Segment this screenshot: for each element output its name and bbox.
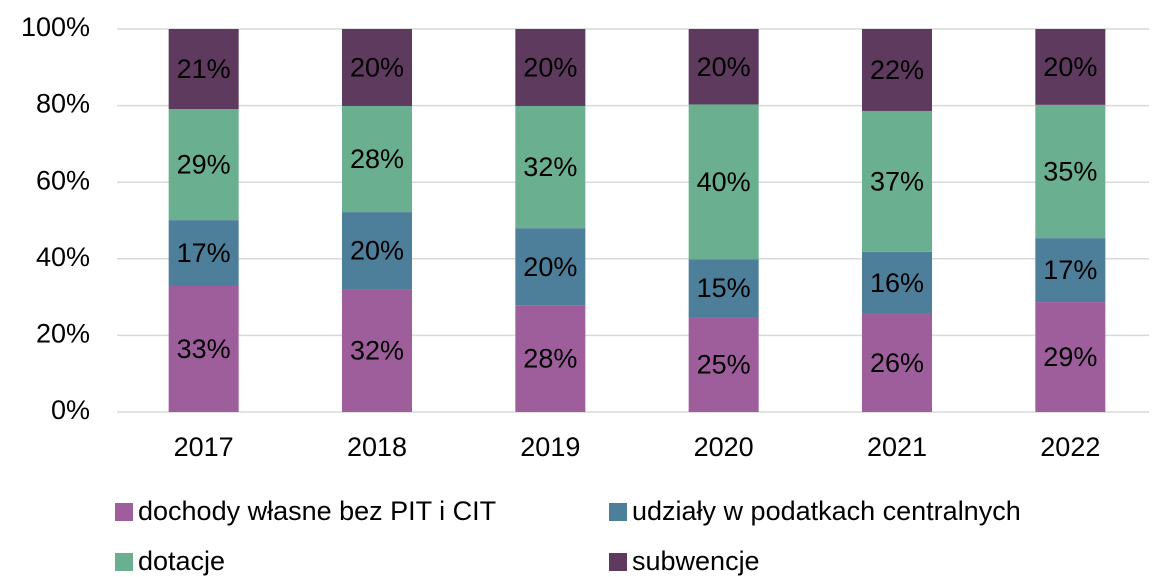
bar-segment xyxy=(862,251,932,314)
y-tick-label: 40% xyxy=(36,242,90,272)
bar-segment xyxy=(168,285,239,412)
bar-segment xyxy=(688,29,759,105)
bar-segment xyxy=(342,212,412,290)
bar-segment xyxy=(515,29,586,106)
data-label: 28% xyxy=(523,344,577,374)
legend-swatch xyxy=(115,503,133,521)
data-label: 40% xyxy=(697,167,751,197)
data-label: 20% xyxy=(697,52,751,82)
data-label: 16% xyxy=(870,268,924,298)
y-tick-label: 0% xyxy=(51,395,90,425)
bar-segment xyxy=(342,105,412,213)
legend-label: subwencje xyxy=(632,546,760,576)
data-label: 37% xyxy=(870,167,924,197)
bar-segment xyxy=(862,313,932,412)
data-label: 28% xyxy=(350,144,404,174)
bar-segment xyxy=(1035,104,1106,239)
bar-segment xyxy=(688,104,759,260)
data-label: 29% xyxy=(1043,342,1097,372)
data-label: 15% xyxy=(697,273,751,303)
data-label: 32% xyxy=(350,336,404,366)
data-label: 21% xyxy=(177,54,231,84)
x-tick-label: 2022 xyxy=(1040,432,1100,462)
legend-swatch xyxy=(115,553,133,571)
bar-segment xyxy=(862,110,932,252)
legend-swatch xyxy=(609,503,627,521)
y-tick-label: 80% xyxy=(36,89,90,119)
data-label: 17% xyxy=(1043,255,1097,285)
bar-segment xyxy=(1035,302,1106,412)
bar-segment xyxy=(1035,29,1106,105)
x-tick-label: 2019 xyxy=(520,432,580,462)
data-label: 35% xyxy=(1043,157,1097,187)
bar-segment xyxy=(168,109,239,221)
legend-swatch xyxy=(609,553,627,571)
legend-label: dotacje xyxy=(138,546,225,576)
y-tick-label: 100% xyxy=(21,12,90,42)
data-label: 20% xyxy=(350,236,404,266)
bar-segment xyxy=(342,29,412,106)
data-label: 26% xyxy=(870,348,924,378)
bar-segment xyxy=(168,29,239,110)
y-tick-label: 60% xyxy=(36,165,90,195)
legend-label: dochody własne bez PIT i CIT xyxy=(138,496,496,526)
bar-segment xyxy=(862,29,932,111)
data-label: 29% xyxy=(177,150,231,180)
bar-segment xyxy=(515,228,586,306)
bar-segment xyxy=(515,105,586,229)
x-tick-label: 2017 xyxy=(174,432,234,462)
bar-segment xyxy=(342,289,412,412)
data-label: 20% xyxy=(350,53,404,83)
legend-label: udziały w podatkach centralnych xyxy=(632,496,1021,526)
bar-segment xyxy=(515,305,586,412)
data-label: 20% xyxy=(523,53,577,83)
data-label: 17% xyxy=(177,238,231,268)
x-tick-label: 2021 xyxy=(867,432,927,462)
bar-segment xyxy=(688,259,759,318)
bar-segment xyxy=(688,317,759,412)
data-label: 33% xyxy=(177,334,231,364)
x-tick-label: 2018 xyxy=(347,432,407,462)
data-label: 20% xyxy=(523,252,577,282)
data-label: 25% xyxy=(697,350,751,380)
data-label: 32% xyxy=(523,152,577,182)
bar-segment xyxy=(1035,238,1106,303)
x-tick-label: 2020 xyxy=(694,432,754,462)
bar-segment xyxy=(168,220,239,286)
data-label: 22% xyxy=(870,55,924,85)
y-tick-label: 20% xyxy=(36,319,90,349)
data-label: 20% xyxy=(1043,52,1097,82)
